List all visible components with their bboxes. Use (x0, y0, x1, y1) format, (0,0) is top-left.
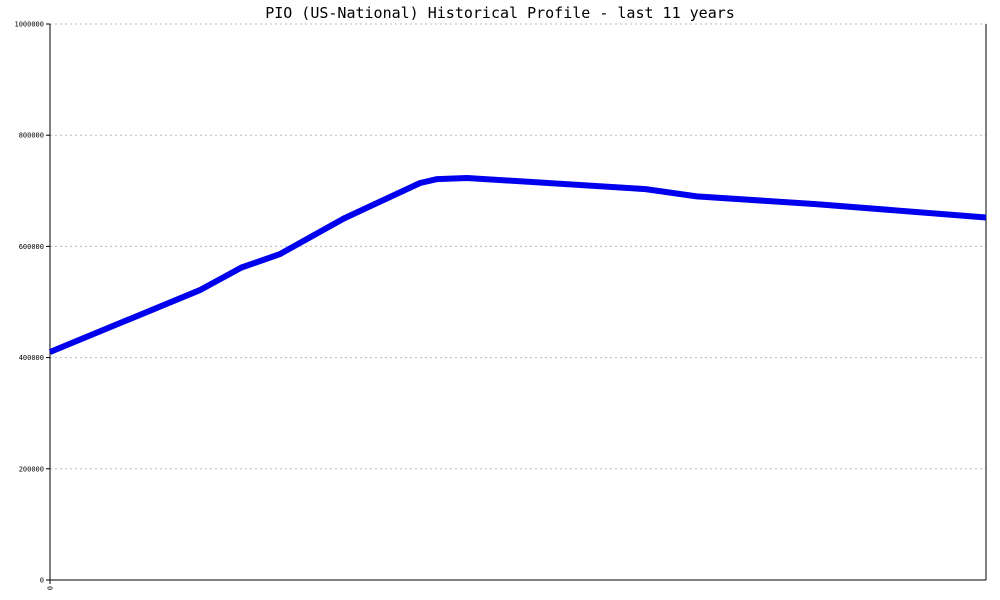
gridlines (50, 23, 986, 470)
y-tick-label: 200000 (19, 465, 44, 473)
chart-title: PIO (US-National) Historical Profile - l… (265, 4, 735, 22)
y-ticks: 0 200000 400000 600000 800000 1000000 (14, 21, 50, 585)
series-layer (48, 175, 987, 355)
y-tick-label: 1000000 (14, 21, 44, 29)
y-tick-label: 800000 (19, 132, 44, 140)
x-tick-label: 0 (47, 586, 55, 590)
y-tick-label: 600000 (19, 243, 44, 251)
y-tick-label: 400000 (19, 354, 44, 362)
x-ticks: 0 (47, 580, 55, 590)
series-line (48, 175, 987, 355)
y-tick-label: 0 (40, 577, 44, 585)
axes (49, 24, 987, 581)
